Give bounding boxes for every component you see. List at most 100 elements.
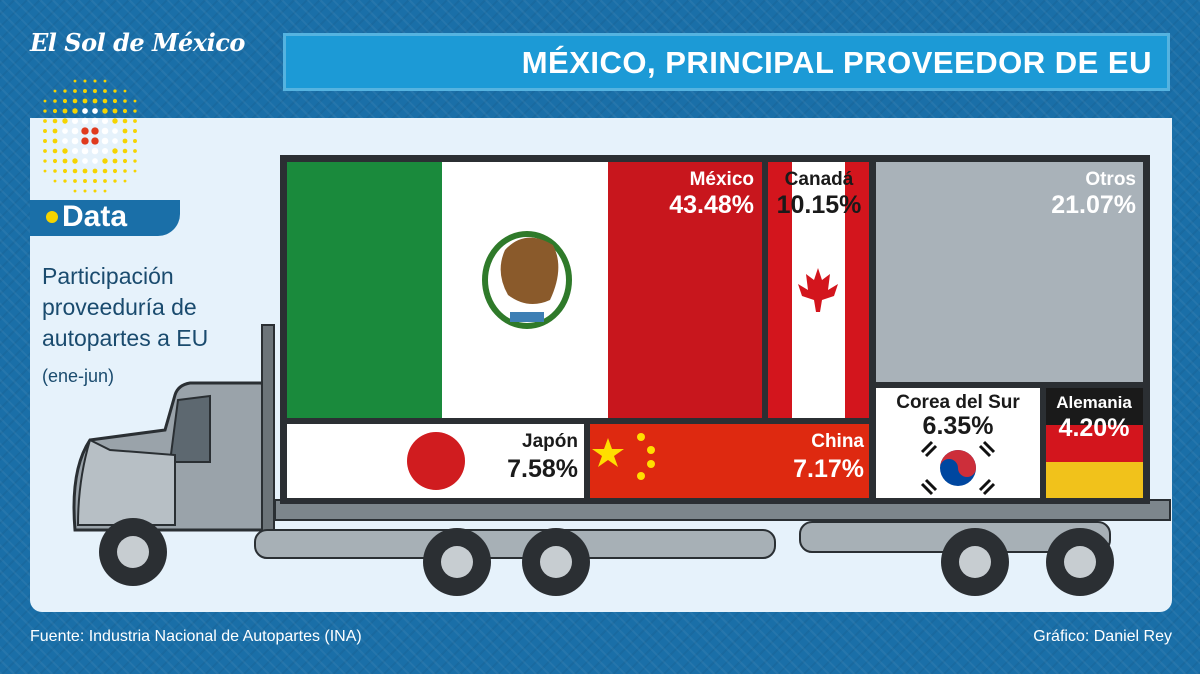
- logo-dot: [112, 128, 118, 134]
- logo-dot: [93, 179, 97, 183]
- logo-dot: [133, 99, 137, 103]
- logo-dot: [123, 89, 127, 93]
- logo-dot: [81, 127, 89, 135]
- cell-otros: Otros 21.07%: [876, 162, 1143, 382]
- logo-dot: [83, 89, 87, 93]
- logo-dot: [91, 147, 99, 155]
- logo-dot: [123, 179, 127, 183]
- logo-dot: [63, 89, 67, 93]
- logo-dot: [73, 79, 77, 83]
- section-label: Data: [62, 200, 128, 233]
- logo-dot: [62, 168, 68, 174]
- logo-dot: [91, 137, 99, 145]
- label-otros: Otros: [1085, 169, 1136, 190]
- logo-dot: [43, 129, 47, 133]
- subtitle-line: proveeduría de: [42, 294, 197, 320]
- logo-dot: [71, 147, 79, 155]
- value-mexico: 43.48%: [669, 191, 754, 219]
- logo-dot: [52, 138, 58, 144]
- logo-dot: [93, 89, 97, 93]
- logo-dot: [103, 79, 107, 83]
- logo-dot: [43, 139, 47, 143]
- cell-canada: Canadá 10.15%: [768, 162, 869, 418]
- mexico-coat-of-arms-icon: [482, 231, 572, 329]
- logo-dot: [71, 127, 79, 135]
- logo-dot: [92, 168, 98, 174]
- logo-dot: [82, 98, 88, 104]
- logo-dot: [93, 189, 97, 193]
- logo-dot: [91, 127, 99, 135]
- title-bar: MÉXICO, PRINCIPAL PROVEEDOR DE EU: [283, 33, 1170, 91]
- logo-dot: [71, 117, 79, 125]
- logo-dot: [62, 98, 68, 104]
- logo-dot: [52, 158, 58, 164]
- logo-dot: [72, 158, 78, 164]
- logo-dot: [62, 138, 68, 144]
- logo-dot: [81, 117, 89, 125]
- logo-dot: [82, 168, 88, 174]
- value-canada: 10.15%: [777, 191, 862, 219]
- wheel-icon: [941, 528, 1009, 596]
- credit-note: Gráfico: Daniel Rey: [1033, 628, 1172, 645]
- japan-flag-icon: [407, 432, 465, 490]
- logo-dot: [122, 118, 128, 124]
- logo-dot: [103, 189, 107, 193]
- value-otros: 21.07%: [1051, 191, 1136, 219]
- logo-dot: [73, 189, 77, 193]
- page-title: MÉXICO, PRINCIPAL PROVEEDOR DE EU: [521, 45, 1152, 80]
- logo-dot: [123, 169, 127, 173]
- logo-dot: [112, 168, 118, 174]
- logo-dot: [103, 89, 107, 93]
- china-stars-icon: [592, 433, 655, 480]
- logo-dot: [133, 119, 137, 123]
- logo-dot: [91, 117, 99, 125]
- logo-dot: [102, 98, 108, 104]
- logo-dot: [101, 137, 109, 145]
- logo-dot: [122, 158, 128, 164]
- logo-dot: [112, 148, 118, 154]
- logo-dot: [112, 108, 118, 114]
- logo-dot: [133, 149, 137, 153]
- logo-dot: [83, 79, 87, 83]
- logo-dot: [101, 147, 109, 155]
- cell-corea-del-sur: Corea del Sur 6.35%: [876, 388, 1040, 498]
- logo-dot: [72, 98, 78, 104]
- south-korea-flag-icon: [920, 440, 996, 496]
- logo-dot: [102, 108, 108, 114]
- logo-dot: [103, 179, 107, 183]
- logo-dot: [102, 168, 108, 174]
- logo-dot: [92, 98, 98, 104]
- label-mexico: México: [690, 169, 754, 190]
- logo-dot: [71, 137, 79, 145]
- logo-dot: [43, 169, 47, 173]
- truck-cab-icon: [72, 324, 1171, 559]
- chart-subtitle: Participación proveeduría de autopartes …: [42, 261, 208, 354]
- label-china: China: [811, 431, 864, 452]
- logo-dot: [52, 128, 58, 134]
- logo-dot: [52, 148, 58, 154]
- logo-dot: [43, 149, 47, 153]
- data-logo-dots-icon: [43, 79, 137, 193]
- logo-dot: [53, 99, 57, 103]
- logo-dot: [133, 169, 137, 173]
- logo-dot: [83, 189, 87, 193]
- logo-dot: [52, 118, 58, 124]
- cell-japon: Japón 7.58%: [287, 424, 584, 498]
- logo-dot: [43, 119, 47, 123]
- logo-dot: [123, 99, 127, 103]
- logo-dot: [62, 118, 68, 124]
- label-corea-del-sur: Corea del Sur: [896, 392, 1020, 413]
- chart-period: (ene-jun): [42, 366, 115, 386]
- logo-dot: [53, 169, 57, 173]
- logo-dot: [133, 129, 137, 133]
- logo-dot: [73, 89, 77, 93]
- logo-dot: [101, 117, 109, 125]
- logo-dot: [62, 128, 68, 134]
- logo-dot: [82, 158, 88, 164]
- value-china: 7.17%: [793, 455, 864, 483]
- logo-dot: [92, 108, 98, 114]
- cell-china: China 7.17%: [590, 424, 869, 498]
- wheel-icon: [99, 518, 167, 586]
- logo-dot: [122, 138, 128, 144]
